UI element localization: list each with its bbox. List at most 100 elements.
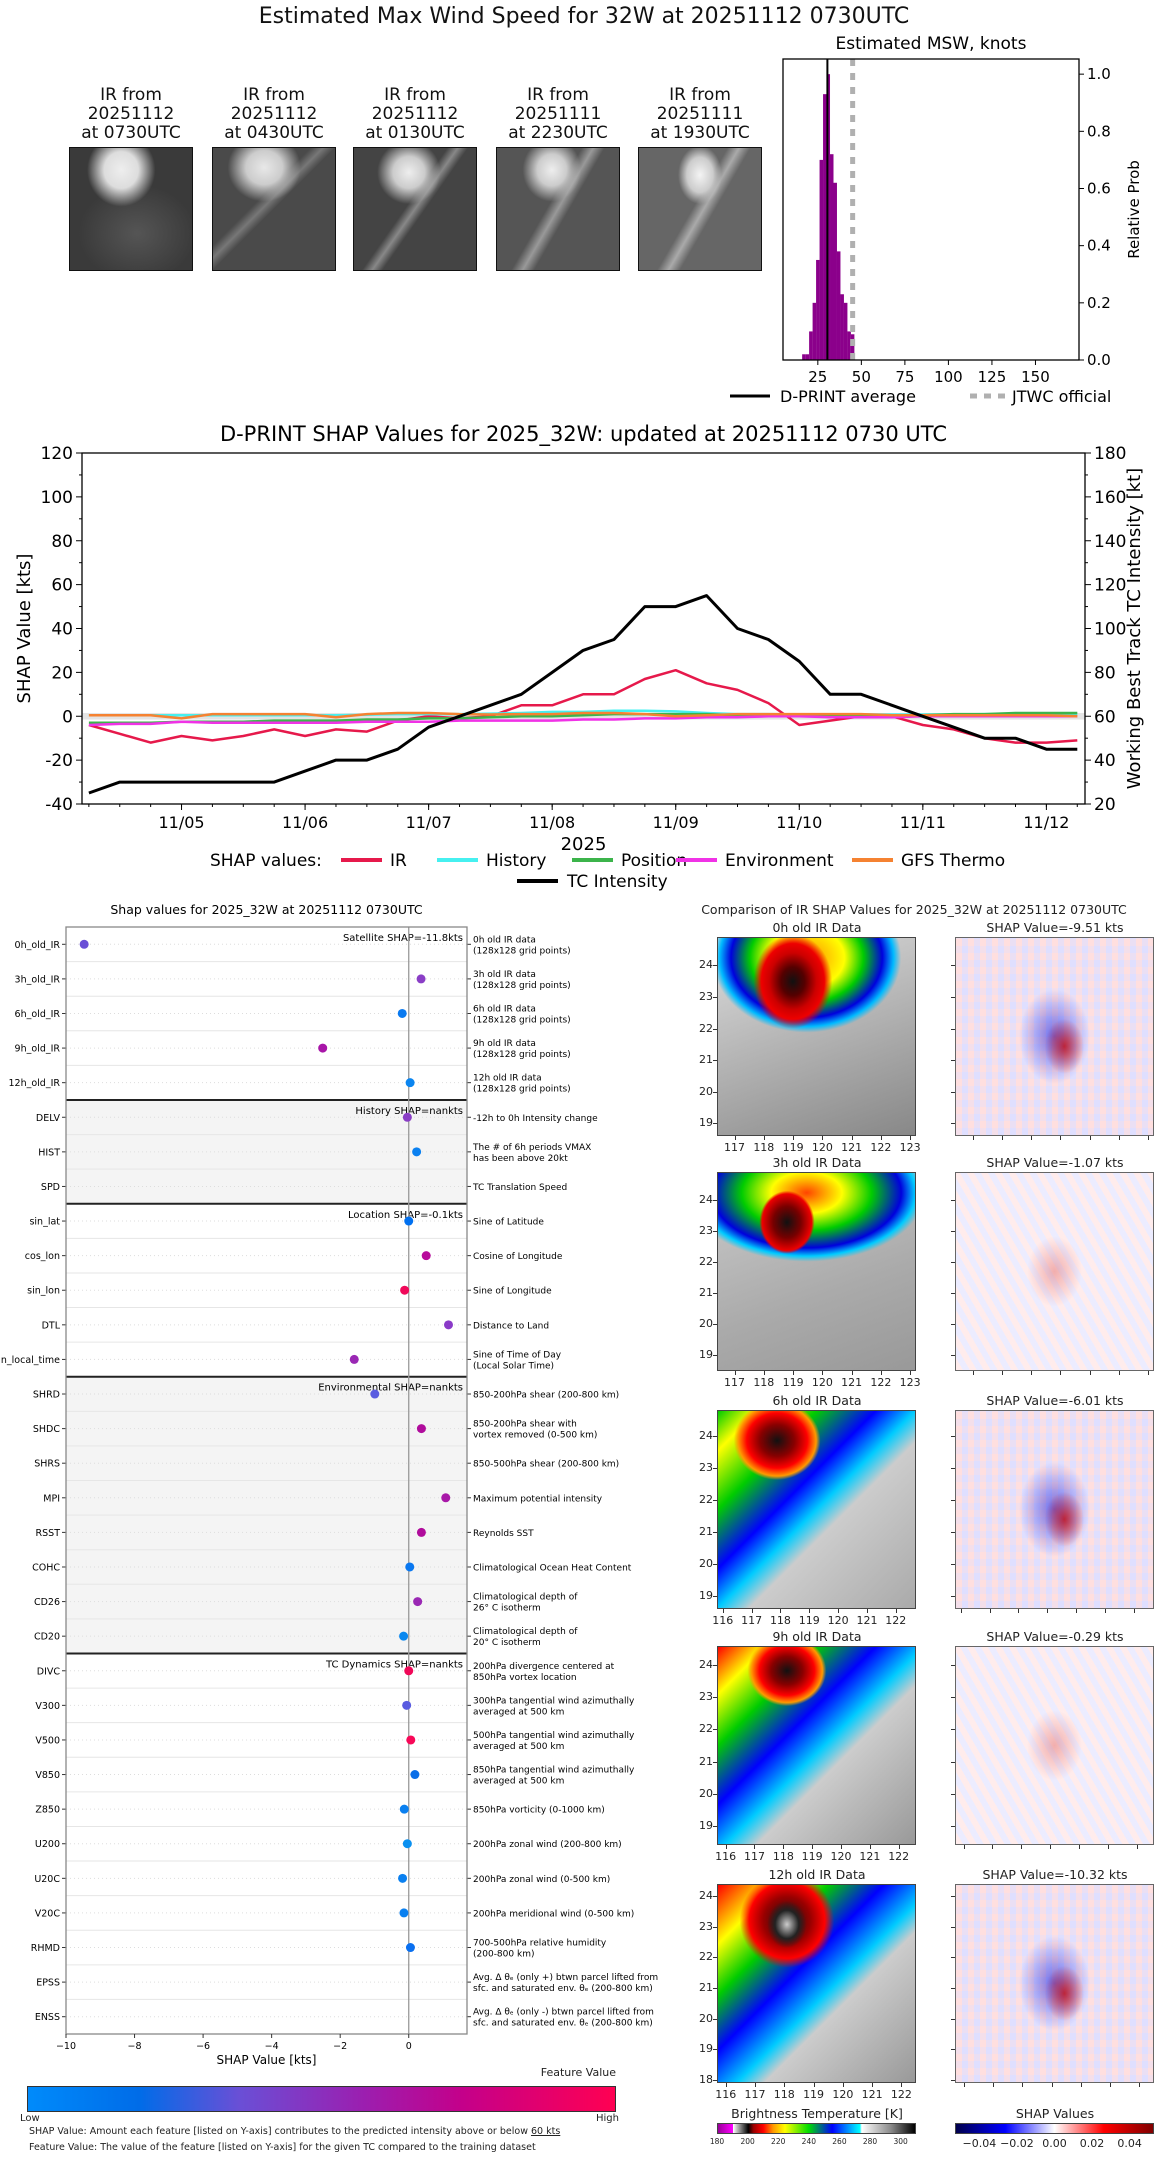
shap-lat-tick [951,1435,955,1437]
histogram-bar [819,159,824,360]
y-tick-label: 0.0 [1087,351,1111,369]
lat-tick-label: 23 [699,1460,713,1474]
lat-tick [713,1262,717,1264]
lat-tick-label: 23 [699,990,713,1004]
legend-jtwc-label: JTWC official [1011,387,1111,406]
group-shap-label: Environmental SHAP=nankts [318,1383,463,1394]
lon-tick-label: 119 [782,1376,804,1389]
feature-value-label: Feature Value [540,2066,616,2079]
lat-tick-label: 23 [699,1690,713,1704]
shap-dot-MPI [441,1493,451,1503]
lon-tick-label: 118 [772,1850,794,1863]
bt-tick-label: 280 [862,2137,878,2146]
histogram-bar [809,331,813,360]
ir-thumbnail-label-line: at 0430UTC [224,123,324,143]
feature-label: 3h_old_IR [15,974,61,985]
lat-tick-label: 20 [699,1317,713,1331]
lat-tick-label: 24 [699,1192,713,1206]
shap-dot-CD20 [399,1631,409,1641]
y-right-tick-label: 40 [1094,751,1116,771]
feature-description: Sine of Time of Day [473,1350,562,1360]
shap-lon-tick [1001,1371,1003,1375]
feature-description: Sine of Latitude [473,1218,544,1228]
lat-tick [713,1957,717,1959]
feature-description: sfc. and saturated env. θₑ (200-800 km) [473,1984,653,1994]
legend-label: TC Intensity [566,872,668,892]
lon-tick-label: 118 [753,1376,775,1389]
lon-tick [725,2083,727,2087]
y-right-tick-label: 140 [1094,532,1126,552]
feature-description: The # of 6h periods VMAX [472,1143,591,1153]
shap-lon-tick [1001,1136,1003,1140]
shap-tick-label: 0.00 [1042,2137,1067,2150]
shap-lon-tick [1051,2083,1053,2087]
legend-label: Environment [725,851,834,871]
legend-label: Position [621,851,687,871]
x-tick-label: 11/07 [406,813,452,832]
feature-value-colorbar [27,2086,616,2112]
feature-label: DIVC [37,1666,61,1677]
lat-tick-label: 23 [699,1224,713,1238]
shap-dot-HIST [412,1147,422,1157]
shap-tick-label: 0.02 [1079,2137,1105,2150]
shap-lat-tick [951,1896,955,1898]
shap-lat-tick [951,2049,955,2051]
lat-tick-label: 19 [699,2042,713,2056]
x-tick-label: 11/08 [529,813,575,832]
series-line-tc-intensity [88,594,1078,795]
lat-tick [713,1231,717,1233]
lon-tick [851,1371,853,1375]
bt-tick-label: 200 [740,2137,755,2146]
feature-label: sin_lat [29,1217,60,1228]
histogram-bar [830,154,834,360]
series-line-gfs-thermo [88,711,1078,720]
lon-tick [734,1136,736,1140]
shap-dot-Z850 [399,1804,409,1814]
feature-description: 850hPa vortex location [473,1673,577,1683]
y-tick-label: -40 [45,795,73,815]
ir-thumbnail-label: IR from 20251111 at 1930UTC [630,86,770,143]
y-right-tick-label: 120 [1094,576,1126,596]
lon-tick [895,1609,897,1613]
lat-tick [713,1729,717,1731]
shap-lat-tick [951,1123,955,1125]
bt-colorbar-label: Brightness Temperature [K] [731,2106,903,2121]
lon-tick [866,1609,868,1613]
shap-tick-label: 0.04 [1117,2137,1142,2150]
lon-tick [763,1136,765,1140]
feature-description: has been above 20kt [473,1154,568,1164]
x-tick-label: 0 [406,2041,412,2052]
lon-tick-label: 117 [744,2088,766,2101]
shap-lon-tick [1089,1136,1091,1140]
lon-tick-label: 123 [899,1141,921,1154]
feature-label: SHRS [34,1459,60,1470]
lat-tick [713,1060,717,1062]
feature-description: 200hPa zonal wind (200-800 km) [473,1840,622,1850]
y-right-tick-label: 20 [1094,795,1116,815]
x-tick-label: 100 [934,368,963,386]
x-tick-label: 11/09 [653,813,699,832]
shap-lon-tick [1118,1136,1120,1140]
shap-dot-V500 [406,1735,416,1745]
shap-lon-tick [1031,1371,1033,1375]
lat-tick-label: 20 [699,1084,713,1098]
y-tick-label: 100 [41,488,73,508]
shap-lat-tick [951,2018,955,2020]
feature-description: 700-500hPa relative humidity [473,1939,607,1949]
lon-tick [751,1609,753,1613]
shap-panel-title: SHAP Value=-10.32 kts [982,1867,1128,1882]
lon-tick [755,2083,757,2087]
lon-tick [910,1371,912,1375]
shap-lat-tick [951,1697,955,1699]
y-right-tick-label: 100 [1094,620,1126,640]
lat-tick [713,1199,717,1201]
y-right-tick-label: 160 [1094,488,1126,508]
shap-dot-cos_lon [421,1251,431,1261]
lat-tick-label: 22 [699,1950,713,1964]
lon-tick-label: 117 [724,1141,746,1154]
feature-label: RHMD [31,1943,60,1954]
feature-label: 0h_old_IR [15,940,61,951]
lon-tick [869,1845,871,1849]
shap-dot-SHRD [370,1389,380,1399]
x-tick-label: 11/11 [900,813,946,832]
